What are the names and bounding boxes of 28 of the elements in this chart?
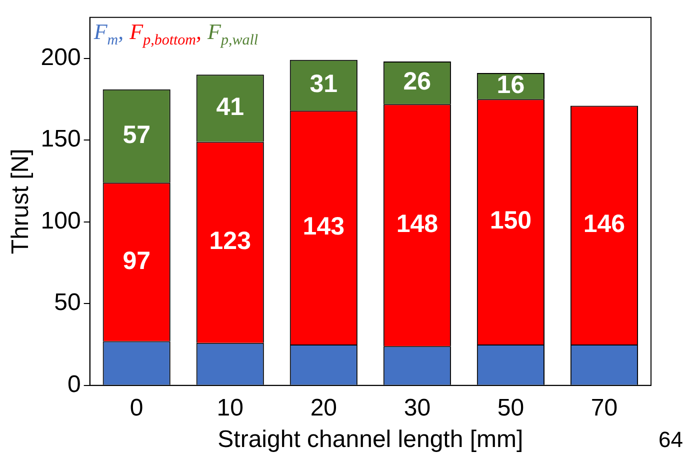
x-tick-label: 70	[590, 394, 618, 422]
x-tick-label: 0	[130, 394, 144, 422]
data-label: 146	[583, 210, 626, 238]
y-tick-label: 100	[40, 207, 81, 234]
y-tick-label: 0	[67, 371, 81, 398]
y-axis-title: Thrust [N]	[7, 148, 34, 254]
data-label: 26	[403, 68, 432, 96]
x-tick-label: 30	[404, 394, 431, 422]
text: F$_{p,bottom}$,	[130, 19, 202, 49]
data-label: 143	[302, 212, 345, 240]
data-label: 123	[209, 227, 251, 256]
series-label: F$_{p,wall}$	[208, 19, 258, 49]
y-tick-label: 200	[40, 44, 81, 71]
data-label: 16	[496, 70, 525, 99]
text: F$_{m}$,	[94, 19, 124, 49]
data-label: 97	[122, 246, 151, 275]
y-tick-label: 150	[40, 126, 81, 153]
x-tick-label: 20	[310, 394, 338, 422]
data-label: 150	[490, 206, 532, 235]
x-tick-label: 10	[216, 394, 244, 422]
y-tick-label: 50	[54, 289, 81, 316]
data-label: 148	[396, 210, 438, 238]
x-tick-label: 50	[497, 394, 524, 422]
data-label: 31	[310, 70, 338, 98]
data-label: 57	[122, 120, 151, 149]
x-axis-title: Straight channel length [mm]	[218, 426, 524, 454]
data-label: 41	[216, 93, 244, 122]
text: 64	[658, 427, 683, 453]
